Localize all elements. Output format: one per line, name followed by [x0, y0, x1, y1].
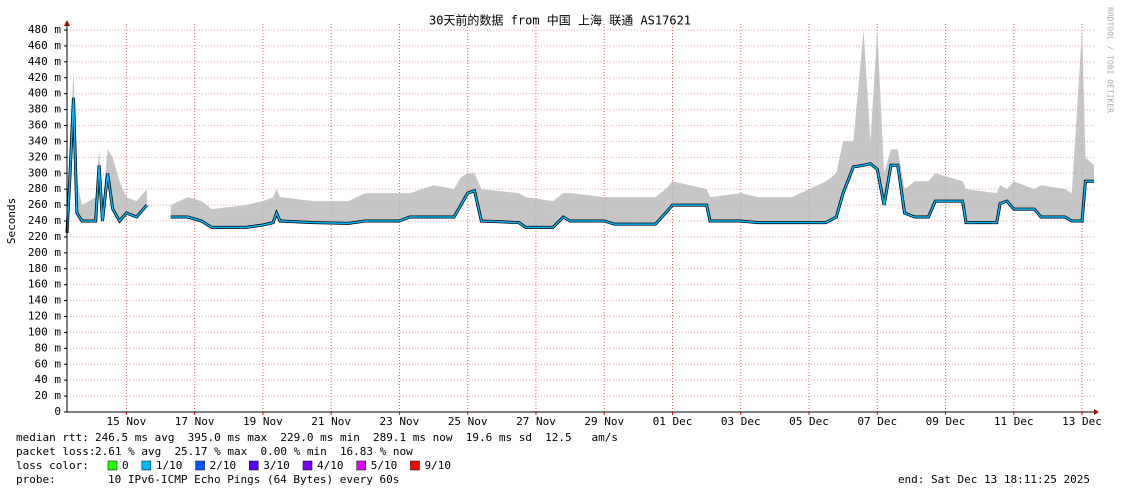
- y-tick-label: 440 m: [28, 55, 61, 68]
- median-line: [170, 162, 1094, 229]
- loss-swatch: [195, 460, 205, 471]
- x-tick-label: 19 Nov: [243, 415, 283, 428]
- stats-value: 19.6 ms sd: [466, 431, 532, 444]
- x-tick-label: 05 Dec: [789, 415, 829, 428]
- y-tick-label: 280 m: [28, 182, 61, 195]
- y-tick-label: 80 m: [35, 341, 62, 354]
- loss-label: 0: [122, 459, 129, 472]
- x-tick-label: 13 Dec: [1062, 415, 1102, 428]
- y-tick-label: 100 m: [28, 325, 61, 338]
- x-tick-label: 17 Nov: [175, 415, 215, 428]
- y-tick-label: 260 m: [28, 198, 61, 211]
- loss-label: 3/10: [263, 459, 290, 472]
- stats-label: median rtt:: [16, 431, 89, 444]
- loss-label: 2/10: [210, 459, 237, 472]
- x-arrow: [1094, 409, 1099, 415]
- y-tick-label: 120 m: [28, 310, 61, 323]
- stats-value: 229.0 ms min: [280, 431, 359, 444]
- stats-value: 12.5 am/s: [545, 431, 618, 444]
- y-tick-label: 0: [54, 405, 61, 418]
- loss-swatch: [356, 460, 366, 471]
- y-tick-label: 240 m: [28, 214, 61, 227]
- y-tick-label: 360 m: [28, 119, 61, 132]
- loss-label: 1/10: [156, 459, 183, 472]
- stats-value: 0.00 % min: [261, 445, 327, 458]
- y-tick-label: 480 m: [28, 23, 61, 36]
- x-tick-label: 23 Nov: [380, 415, 420, 428]
- watermark: RRDTOOL / TOBI OETIKER: [1106, 7, 1115, 113]
- x-tick-label: 25 Nov: [448, 415, 488, 428]
- end-time: end: Sat Dec 13 18:11:25 2025: [898, 473, 1090, 486]
- loss-swatch: [141, 460, 152, 471]
- stats-value: 246.5 ms avg: [95, 431, 174, 444]
- x-tick-label: 15 Nov: [107, 415, 147, 428]
- y-tick-label: 420 m: [28, 71, 61, 84]
- loss-color-label: loss color:: [16, 459, 89, 472]
- stats-value: 16.83 % now: [340, 445, 413, 458]
- y-tick-label: 320 m: [28, 150, 61, 163]
- x-tick-label: 11 Dec: [994, 415, 1034, 428]
- y-tick-label: 40 m: [35, 373, 62, 386]
- x-tick-label: 21 Nov: [311, 415, 351, 428]
- loss-label: 9/10: [424, 459, 451, 472]
- plot: [65, 24, 1094, 412]
- y-tick-label: 200 m: [28, 246, 61, 259]
- loss-swatch: [107, 460, 118, 471]
- x-tick-label: 29 Nov: [584, 415, 624, 428]
- y-tick-label: 220 m: [28, 230, 61, 243]
- loss-label: 5/10: [371, 459, 398, 472]
- stats-value: 2.61 % avg: [95, 445, 161, 458]
- y-tick-label: 340 m: [28, 134, 61, 147]
- y-tick-label: 160 m: [28, 278, 61, 291]
- loss-swatch: [302, 460, 313, 471]
- y-tick-label: 140 m: [28, 294, 61, 307]
- stats-value: 395.0 ms max: [188, 431, 268, 444]
- loss-label: 4/10: [317, 459, 344, 472]
- loss-swatch: [410, 460, 420, 471]
- x-tick-label: 27 Nov: [516, 415, 556, 428]
- y-tick-label: 180 m: [28, 262, 61, 275]
- x-tick-label: 07 Dec: [857, 415, 897, 428]
- median-line: [66, 97, 148, 233]
- y-tick-label: 380 m: [28, 103, 61, 116]
- y-axis-label: Seconds: [5, 198, 18, 244]
- y-tick-label: 300 m: [28, 166, 61, 179]
- x-tick-label: 01 Dec: [653, 415, 693, 428]
- probe-label: probe:: [16, 473, 56, 486]
- stats-label: packet loss:: [16, 445, 95, 458]
- y-tick-label: 60 m: [35, 357, 62, 370]
- y-tick-label: 460 m: [28, 39, 61, 52]
- y-arrow: [64, 20, 70, 26]
- loss-swatch: [249, 460, 259, 471]
- stats-value: 25.17 % max: [174, 445, 247, 458]
- stats-value: 289.1 ms now: [373, 431, 453, 444]
- x-tick-label: 03 Dec: [721, 415, 761, 428]
- y-tick-label: 20 m: [35, 389, 62, 402]
- probe-text: 10 IPv6-ICMP Echo Pings (64 Bytes) every…: [108, 473, 399, 486]
- y-tick-label: 400 m: [28, 87, 61, 100]
- x-tick-label: 09 Dec: [926, 415, 966, 428]
- smoke-area: [170, 30, 1094, 228]
- chart-title: 30天前的数据 from 中国 上海 联通 AS17621: [429, 13, 691, 28]
